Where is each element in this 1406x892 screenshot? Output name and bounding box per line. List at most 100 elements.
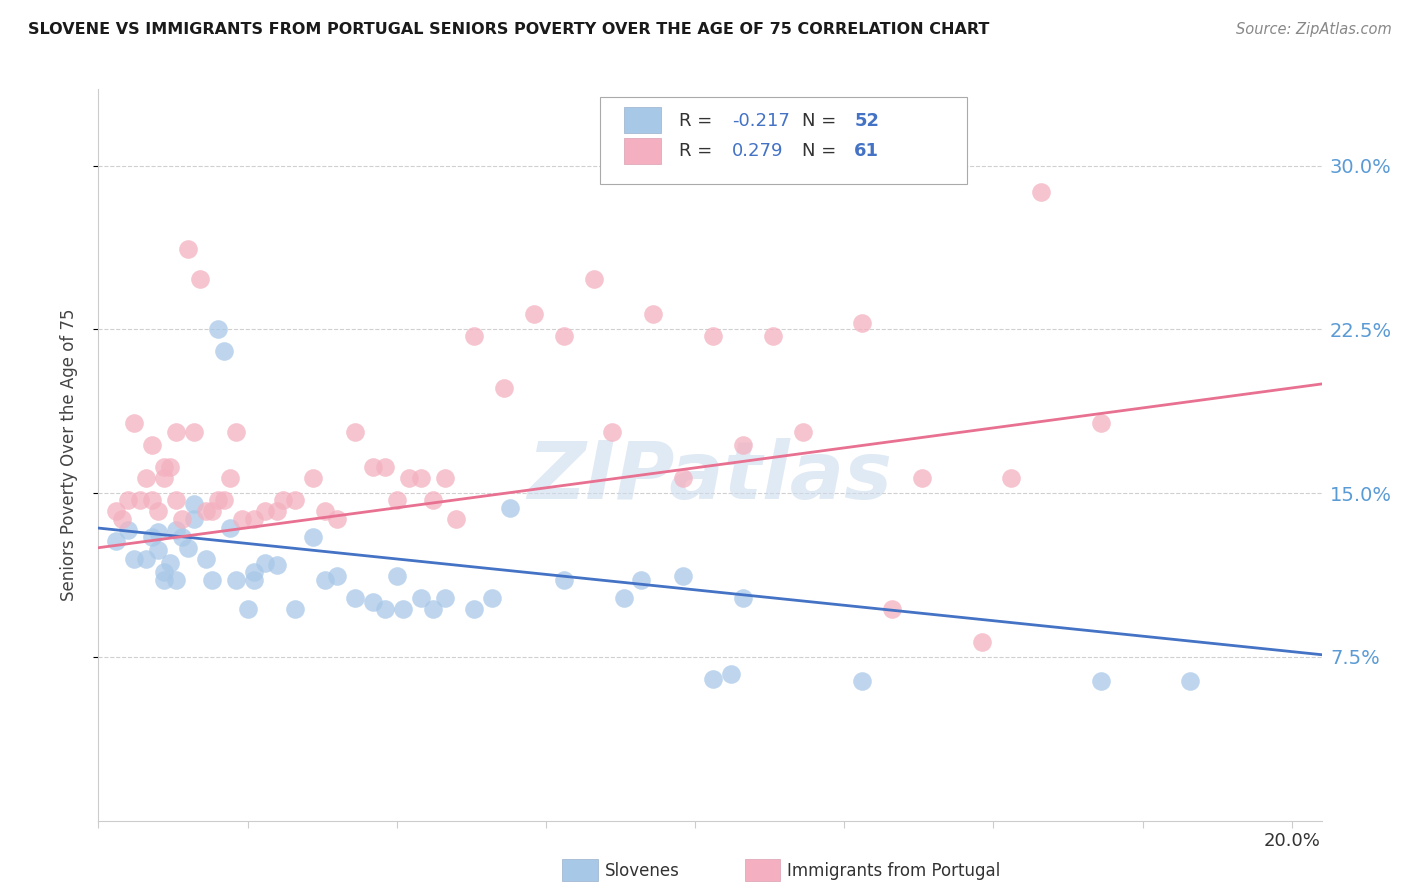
Point [129, 492, 152, 507]
Text: SLOVENE VS IMMIGRANTS FROM PORTUGAL SENIORS POVERTY OVER THE AGE OF 75 CORRELATI: SLOVENE VS IMMIGRANTS FROM PORTUGAL SENI… [28, 22, 990, 37]
Point [242, 574, 264, 588]
Point [880, 602, 903, 616]
Text: N =: N = [801, 143, 842, 161]
Point [212, 344, 235, 359]
Bar [624, 138, 661, 164]
Point [612, 591, 634, 605]
Point [314, 503, 336, 517]
Point [254, 503, 277, 517]
Text: 61: 61 [855, 143, 879, 161]
Point [117, 492, 139, 507]
Point [242, 512, 264, 526]
Point [385, 569, 408, 583]
Point [409, 471, 432, 485]
Point [170, 512, 193, 526]
Point [177, 242, 200, 256]
Point [122, 551, 145, 566]
Point [159, 556, 181, 570]
Point [254, 556, 277, 570]
Point [284, 602, 307, 616]
Point [194, 503, 217, 517]
Point [183, 425, 205, 439]
Point [135, 471, 157, 485]
Point [242, 565, 264, 579]
Point [422, 492, 444, 507]
Point [1090, 417, 1112, 431]
Point [218, 521, 240, 535]
Point [183, 512, 205, 526]
Point [183, 497, 205, 511]
Point [553, 329, 575, 343]
Point [374, 602, 396, 616]
Point [201, 503, 224, 517]
Point [146, 542, 169, 557]
Point [600, 425, 623, 439]
Text: Immigrants from Portugal: Immigrants from Portugal [787, 862, 1001, 880]
Text: 52: 52 [855, 112, 879, 129]
Point [374, 459, 396, 474]
Point [731, 438, 754, 452]
Point [284, 492, 307, 507]
Point [302, 530, 325, 544]
Point [177, 541, 200, 555]
Point [153, 459, 176, 474]
Point [385, 492, 408, 507]
Point [326, 512, 349, 526]
Bar [624, 108, 661, 133]
Point [553, 574, 575, 588]
Point [1090, 673, 1112, 688]
Text: Source: ZipAtlas.com: Source: ZipAtlas.com [1236, 22, 1392, 37]
Point [702, 672, 724, 686]
Point [165, 523, 187, 537]
Point [218, 471, 240, 485]
Point [165, 574, 187, 588]
Point [141, 492, 163, 507]
Point [672, 471, 695, 485]
Point [433, 471, 456, 485]
Point [499, 501, 522, 516]
Point [207, 492, 229, 507]
Point [314, 574, 336, 588]
Point [188, 272, 211, 286]
Point [463, 329, 485, 343]
Point [122, 417, 145, 431]
Point [361, 459, 384, 474]
Point [165, 492, 187, 507]
Point [194, 551, 217, 566]
Point [117, 523, 139, 537]
Text: ZIPatlas: ZIPatlas [527, 438, 893, 516]
FancyBboxPatch shape [600, 96, 967, 185]
Point [970, 634, 993, 648]
Text: R =: R = [679, 112, 718, 129]
Point [851, 673, 873, 688]
Point [236, 602, 259, 616]
Point [135, 551, 157, 566]
Point [702, 329, 724, 343]
Point [481, 591, 503, 605]
Point [422, 602, 444, 616]
Text: Slovenes: Slovenes [605, 862, 679, 880]
Point [433, 591, 456, 605]
Point [141, 530, 163, 544]
Text: -0.217: -0.217 [733, 112, 790, 129]
Point [391, 602, 413, 616]
Point [361, 595, 384, 609]
Text: N =: N = [801, 112, 842, 129]
Point [201, 574, 224, 588]
Point [731, 591, 754, 605]
Point [266, 558, 288, 573]
Point [153, 574, 176, 588]
Point [105, 534, 128, 549]
Point [672, 569, 695, 583]
Point [523, 307, 546, 321]
Point [851, 316, 873, 330]
Point [1031, 185, 1053, 199]
Point [911, 471, 934, 485]
Point [463, 602, 485, 616]
Point [494, 381, 516, 395]
Point [212, 492, 235, 507]
Point [170, 530, 193, 544]
Point [1000, 471, 1022, 485]
Point [643, 307, 665, 321]
Point [105, 503, 128, 517]
